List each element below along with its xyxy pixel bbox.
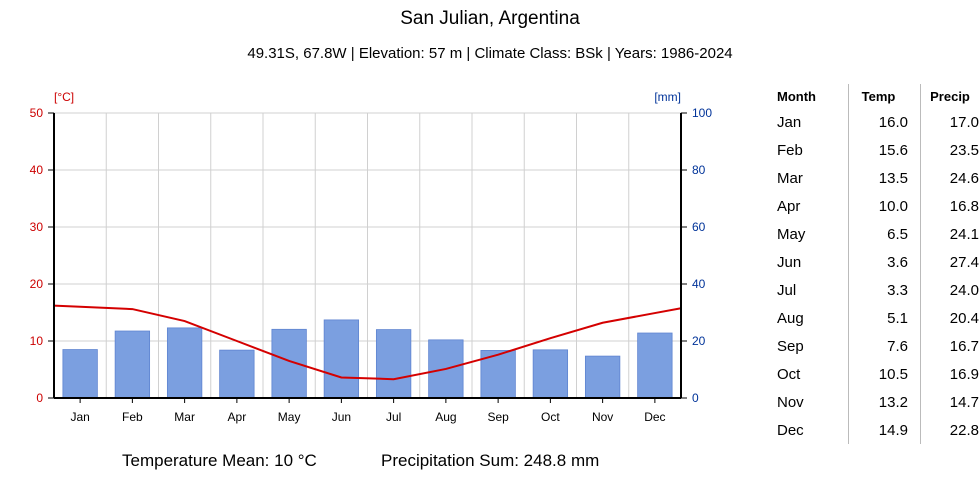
cell-temp: 10.0 bbox=[848, 192, 921, 220]
table-row: May 6.5 24.1 bbox=[763, 220, 979, 248]
precip-bar bbox=[375, 329, 412, 399]
x-tick-label: Apr bbox=[228, 410, 247, 424]
y-right-tick-label: 0 bbox=[692, 391, 699, 405]
x-tick-label: Aug bbox=[435, 410, 456, 424]
cell-precip: 16.8 bbox=[920, 192, 979, 220]
cell-precip: 17.0 bbox=[920, 108, 979, 136]
cell-month: May bbox=[777, 225, 806, 243]
cell-precip: 20.4 bbox=[920, 304, 979, 332]
y-left-unit-label: [°C] bbox=[54, 90, 74, 104]
precip-bar bbox=[637, 332, 673, 399]
x-tick-label: Jun bbox=[332, 410, 351, 424]
table-header-row: Month Temp Precip bbox=[763, 84, 979, 108]
cell-precip: 16.9 bbox=[920, 360, 979, 388]
precip-bar bbox=[114, 330, 151, 399]
y-right-unit-label: [mm] bbox=[654, 90, 681, 104]
temperature-mean: Temperature Mean: 10 °C bbox=[122, 451, 317, 470]
y-left-tick-label: 10 bbox=[30, 334, 44, 348]
table-row: Jul 3.3 24.0 bbox=[763, 276, 979, 304]
precip-bar bbox=[62, 349, 98, 399]
cell-month: Feb bbox=[777, 141, 803, 159]
table-row: Mar 13.5 24.6 bbox=[763, 164, 979, 192]
chart-title: San Julian, Argentina bbox=[400, 8, 580, 29]
table-row: Oct 10.5 16.9 bbox=[763, 360, 979, 388]
precip-bar bbox=[532, 349, 569, 399]
x-tick-label: Mar bbox=[174, 410, 195, 424]
y-right-tick-label: 80 bbox=[692, 163, 706, 177]
precip-bar bbox=[166, 327, 203, 399]
cell-month: Mar bbox=[777, 169, 803, 187]
climate-chart: 0 10 20 30 40 50 0 20 40 60 80 100 [°C] [mm] Jan Feb Mar… bbox=[30, 90, 713, 424]
cell-precip: 24.1 bbox=[920, 220, 979, 248]
x-tick-label: May bbox=[278, 410, 301, 424]
table-row: Sep 7.6 16.7 bbox=[763, 332, 979, 360]
x-tick-label: Jan bbox=[70, 410, 89, 424]
y-right-tick-label: 60 bbox=[692, 220, 706, 234]
cell-month: Apr bbox=[777, 197, 801, 215]
y-left-tick-label: 20 bbox=[30, 277, 44, 291]
y-left-tick-label: 0 bbox=[36, 391, 43, 405]
cell-precip: 24.0 bbox=[920, 276, 979, 304]
table-row: Jan 16.0 17.0 bbox=[763, 108, 979, 136]
cell-temp: 10.5 bbox=[848, 360, 921, 388]
y-right-tick-label: 40 bbox=[692, 277, 706, 291]
temp-line bbox=[53, 304, 682, 381]
cell-temp: 3.3 bbox=[848, 276, 921, 304]
cell-month: Sep bbox=[777, 337, 804, 355]
precip-bar bbox=[219, 349, 255, 399]
cell-temp: 5.1 bbox=[848, 304, 921, 332]
cell-month: Nov bbox=[777, 393, 804, 411]
table-row: Jun 3.6 27.4 bbox=[763, 248, 979, 276]
x-tick-label: Oct bbox=[541, 410, 560, 424]
precip-bar bbox=[271, 328, 307, 399]
cell-month: Oct bbox=[777, 365, 801, 383]
cell-month: Jul bbox=[777, 281, 797, 299]
x-tick-label: Nov bbox=[592, 410, 613, 424]
table-row: Dec 14.9 22.8 bbox=[763, 416, 979, 444]
x-tick-label: Feb bbox=[122, 410, 143, 424]
cell-precip: 24.6 bbox=[920, 164, 979, 192]
header-precip: Precip bbox=[920, 84, 979, 108]
cell-month: Jun bbox=[777, 253, 802, 271]
table-row: Nov 13.2 14.7 bbox=[763, 388, 979, 416]
y-right-tick-label: 20 bbox=[692, 334, 706, 348]
cell-temp: 6.5 bbox=[848, 220, 921, 248]
cell-precip: 14.7 bbox=[920, 388, 979, 416]
cell-precip: 22.8 bbox=[920, 416, 979, 444]
cell-temp: 15.6 bbox=[848, 136, 921, 164]
cell-precip: 16.7 bbox=[920, 332, 979, 360]
cell-temp: 3.6 bbox=[848, 248, 921, 276]
x-tick-label: Jul bbox=[386, 410, 401, 424]
precipitation-sum: Precipitation Sum: 248.8 mm bbox=[381, 451, 600, 470]
precip-bar bbox=[584, 355, 621, 399]
y-left-tick-label: 50 bbox=[30, 106, 44, 120]
cell-precip: 27.4 bbox=[920, 248, 979, 276]
x-tick-label: Sep bbox=[487, 410, 509, 424]
cell-temp: 7.6 bbox=[848, 332, 921, 360]
cell-month: Jan bbox=[777, 113, 802, 131]
cell-month: Dec bbox=[777, 421, 804, 439]
table-row: Aug 5.1 20.4 bbox=[763, 304, 979, 332]
table-row: Feb 15.6 23.5 bbox=[763, 136, 979, 164]
cell-temp: 13.5 bbox=[848, 164, 921, 192]
cell-month: Aug bbox=[777, 309, 804, 327]
cell-precip: 23.5 bbox=[920, 136, 979, 164]
header-temp: Temp bbox=[848, 84, 921, 108]
y-left-tick-label: 30 bbox=[30, 220, 44, 234]
y-right-tick-label: 100 bbox=[692, 106, 712, 120]
chart-subtitle: 49.31S, 67.8W | Elevation: 57 m | Climat… bbox=[247, 45, 733, 62]
cell-temp: 14.9 bbox=[848, 416, 921, 444]
table-row: Apr 10.0 16.8 bbox=[763, 192, 979, 220]
x-tick-label: Dec bbox=[644, 410, 665, 424]
y-left-tick-label: 40 bbox=[30, 163, 44, 177]
precip-bar bbox=[323, 319, 360, 399]
header-month: Month bbox=[777, 88, 816, 104]
cell-temp: 16.0 bbox=[848, 108, 921, 136]
climate-table: Month Temp Precip Jan 16.0 17.0 Feb 15.6 23.5… bbox=[763, 84, 979, 444]
cell-temp: 13.2 bbox=[848, 388, 921, 416]
